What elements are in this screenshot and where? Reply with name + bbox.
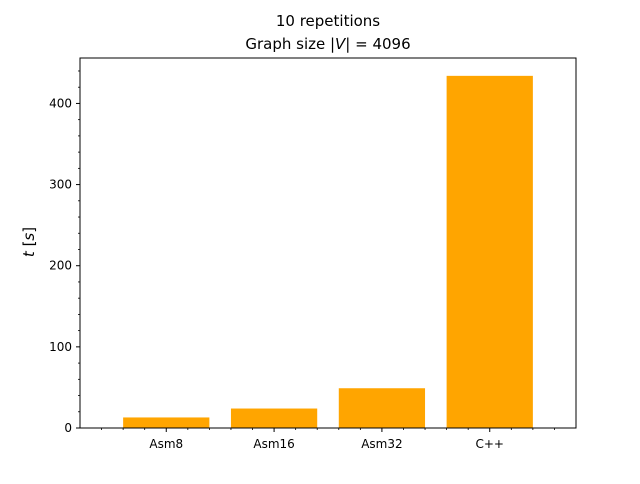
axes-frame xyxy=(79,57,577,429)
title-prefix: Graph size | xyxy=(245,35,335,53)
chart-title-line1: 10 repetitions xyxy=(276,12,380,30)
title-suffix: | = 4096 xyxy=(345,35,410,53)
bar-asm8 xyxy=(123,417,210,428)
bars-group xyxy=(123,75,533,428)
bar-asm16 xyxy=(230,408,318,428)
bar-asm32 xyxy=(338,388,426,428)
y-axis-label-var: t xyxy=(20,250,38,257)
y-axis-label-close: ] xyxy=(20,227,38,233)
y-tick-label: 300 xyxy=(49,178,72,192)
x-tick-label: Asm32 xyxy=(361,437,402,451)
x-tick-label: C++ xyxy=(475,437,504,451)
y-tick-label: 200 xyxy=(49,259,72,273)
y-axis-label-open: [ xyxy=(20,241,38,252)
y-tick-label: 400 xyxy=(49,96,72,110)
y-tick-label: 100 xyxy=(49,340,72,354)
y-axis-label: t [s] xyxy=(20,227,38,257)
x-tick-label: Asm16 xyxy=(253,437,294,451)
chart-title-line2: Graph size |V| = 4096 xyxy=(245,35,410,53)
x-axis-ticks: Asm8 Asm16 Asm32 C++ xyxy=(101,428,555,451)
x-tick-label: Asm8 xyxy=(149,437,183,451)
y-tick-label: 0 xyxy=(64,421,72,435)
y-axis-label-unit: s xyxy=(20,233,38,241)
bar-cplusplus xyxy=(446,75,533,428)
title-variable: V xyxy=(335,35,347,53)
